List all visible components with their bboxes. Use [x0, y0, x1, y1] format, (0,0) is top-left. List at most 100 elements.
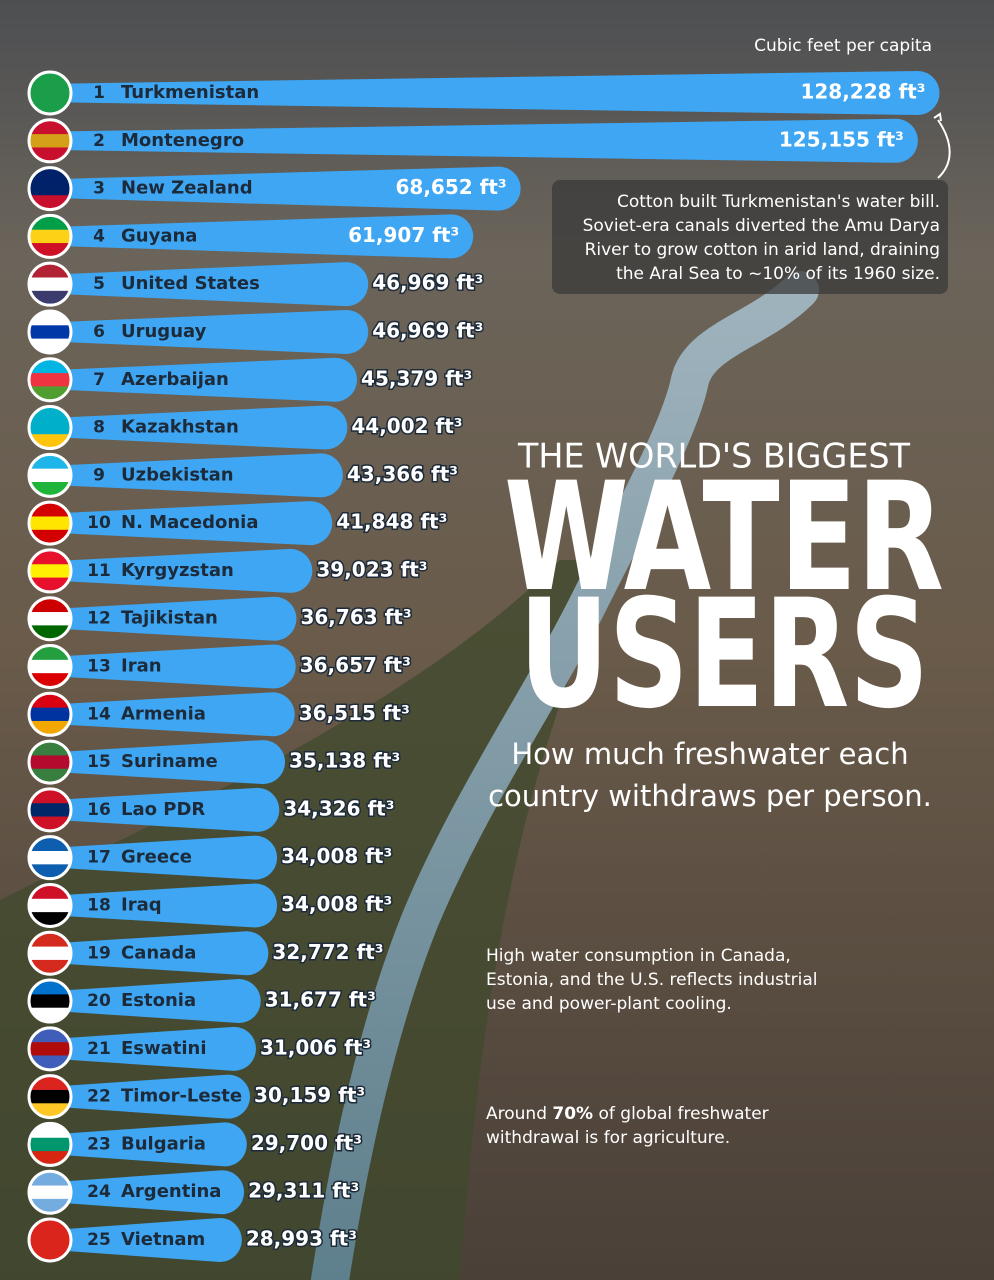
- flag-stripe: [30, 803, 70, 818]
- flag: [27, 596, 73, 642]
- flag-border: [27, 548, 73, 594]
- value-label: 31,677 ft³: [265, 988, 376, 1012]
- flag-stripe: [30, 229, 70, 244]
- value-label: 35,138 ft³: [289, 749, 400, 773]
- canal: [311, 271, 819, 1280]
- category-label: United States: [121, 273, 260, 294]
- bar: [38, 71, 940, 115]
- value-label: 34,008 ft³: [281, 844, 392, 868]
- flag-stripe: [30, 73, 70, 87]
- value-label: 31,006 ft³: [260, 1035, 371, 1059]
- flag-stripe: [30, 659, 70, 674]
- bar: [38, 787, 280, 832]
- flag: [27, 835, 73, 881]
- rank: 7: [93, 370, 105, 390]
- flag: [27, 787, 73, 833]
- flag-border: [27, 118, 73, 164]
- value-label: 32,772 ft³: [272, 940, 383, 964]
- value-label: 41,848 ft³: [336, 510, 447, 534]
- flag: [27, 1026, 73, 1072]
- flag-border: [27, 405, 73, 451]
- category-label: Iraq: [121, 894, 162, 915]
- note-text: Around: [486, 1104, 553, 1124]
- bar: [38, 453, 343, 498]
- flag-stripe: [30, 946, 70, 961]
- flag-stripe: [30, 243, 70, 257]
- annotation-line: the Aral Sea to ~10% of its 1960 size.: [616, 264, 940, 284]
- category-label: Greece: [121, 847, 192, 868]
- note-line: Estonia, and the U.S. reflects industria…: [486, 970, 818, 990]
- flag-stripe: [30, 420, 70, 435]
- flag-border: [27, 213, 73, 259]
- flag-border: [27, 1121, 73, 1167]
- category-label: Guyana: [121, 225, 197, 246]
- flag: [27, 644, 73, 689]
- flag-stripe: [30, 851, 70, 865]
- rank: 1: [93, 83, 105, 103]
- flag-stripe: [30, 468, 70, 483]
- flag: [27, 452, 73, 498]
- flag: [27, 309, 73, 355]
- flag-stripe: [30, 373, 70, 387]
- flag-stripe: [30, 646, 70, 661]
- category-label: Lao PDR: [121, 799, 205, 820]
- flag-stripe: [30, 168, 70, 183]
- flag-stripe: [30, 147, 70, 161]
- flag-stripe: [30, 1137, 70, 1152]
- flag-stripe: [30, 1246, 70, 1260]
- flag-stripe: [30, 789, 70, 804]
- flag-stripe: [30, 120, 70, 135]
- flag-stripe: [30, 1220, 70, 1234]
- flag: [27, 405, 73, 451]
- category-label: Azerbaijan: [121, 369, 229, 390]
- subtitle-line: How much freshwater each: [511, 737, 908, 771]
- category-label: Suriname: [121, 751, 218, 772]
- flag-stripe: [30, 181, 70, 196]
- flag-stripe: [30, 99, 70, 113]
- bar: [38, 1218, 242, 1262]
- category-label: Kyrgyzstan: [121, 560, 234, 581]
- flag-stripe: [30, 577, 70, 591]
- rank: 24: [87, 1182, 111, 1202]
- rank: 5: [93, 274, 105, 294]
- flag-border: [27, 1026, 73, 1072]
- category-label: Armenia: [121, 703, 206, 724]
- flag-stripe: [30, 434, 70, 448]
- flag-stripe: [30, 1103, 70, 1117]
- value-label: 46,969 ft³: [372, 271, 483, 295]
- flag-stripe: [30, 277, 70, 292]
- title: WATER: [504, 451, 944, 625]
- flag-stripe: [30, 598, 70, 613]
- note-line: High water consumption in Canada,: [486, 946, 791, 966]
- value-label: 125,155 ft³: [779, 127, 904, 151]
- rank: 13: [87, 657, 111, 677]
- flag-stripe: [30, 359, 70, 374]
- bar: [38, 501, 333, 546]
- flag-border: [27, 739, 73, 785]
- rank: 2: [93, 131, 105, 151]
- flag-border: [27, 1074, 73, 1120]
- value-label: 34,008 ft³: [281, 892, 392, 916]
- category-label: Argentina: [121, 1181, 221, 1202]
- rank: 17: [87, 848, 111, 868]
- bar: [38, 1122, 247, 1167]
- flag-border: [27, 452, 73, 498]
- flag: [27, 166, 73, 212]
- flag-stripe: [30, 516, 70, 531]
- rank: 10: [87, 513, 111, 533]
- bar: [38, 405, 348, 450]
- value-label: 36,515 ft³: [299, 701, 410, 725]
- flag-stripe: [30, 912, 70, 926]
- annotation-box: [552, 180, 948, 294]
- flag-border: [27, 644, 73, 689]
- flag-border: [27, 261, 73, 307]
- value-label: 36,657 ft³: [300, 653, 411, 677]
- flag: [27, 357, 73, 403]
- arrow-head: [933, 112, 942, 122]
- flag-stripe: [30, 625, 70, 639]
- value-label: 34,326 ft³: [283, 796, 394, 820]
- flag-border: [27, 357, 73, 403]
- flag-border: [27, 500, 73, 546]
- bar: [38, 644, 296, 689]
- rank: 8: [93, 418, 105, 438]
